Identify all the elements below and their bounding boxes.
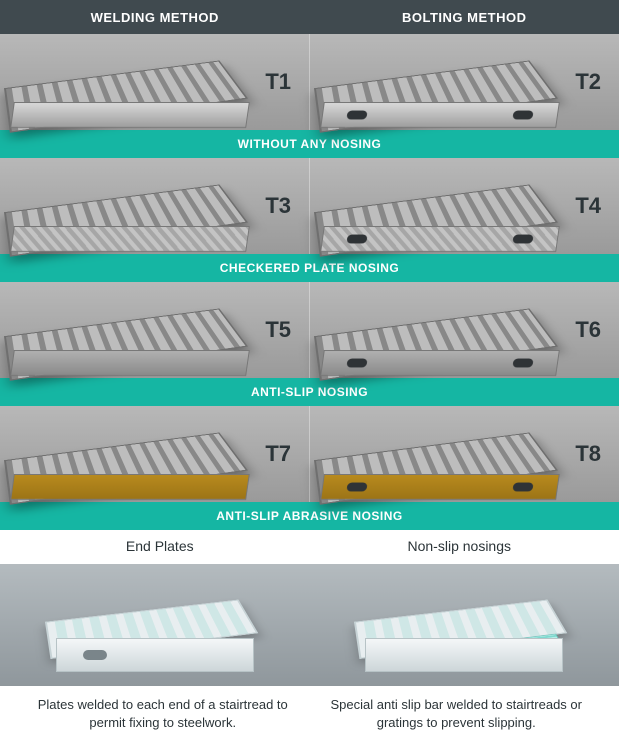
- product-row: T3 T4: [0, 158, 619, 254]
- grating-image: [10, 290, 250, 370]
- grating-image: [320, 290, 560, 370]
- nosing-divider: ANTI-SLIP NOSING: [0, 378, 619, 406]
- caption-row: End Plates Non-slip nosings: [0, 530, 619, 560]
- bottom-models: [0, 560, 619, 686]
- caption-end-plates: End Plates: [10, 538, 310, 554]
- product-row: T1 T2: [0, 34, 619, 130]
- table-header: WELDING METHOD BOLTING METHOD: [0, 0, 619, 34]
- product-code: T4: [575, 193, 601, 219]
- cell-bolting: T8: [310, 406, 619, 502]
- grating-image: [10, 414, 250, 494]
- model-nonslip: [310, 564, 619, 686]
- nosing-divider: CHECKERED PLATE NOSING: [0, 254, 619, 282]
- caption-nonslip: Non-slip nosings: [310, 538, 610, 554]
- cell-welding: T1: [0, 34, 310, 130]
- grating-image: [320, 166, 560, 246]
- cell-bolting: T2: [310, 34, 619, 130]
- cell-welding: T3: [0, 158, 310, 254]
- nosing-divider: ANTI-SLIP ABRASIVE NOSING: [0, 502, 619, 530]
- product-code: T2: [575, 69, 601, 95]
- grating-image: [10, 166, 250, 246]
- product-row: T5 T6: [0, 282, 619, 378]
- header-welding: WELDING METHOD: [0, 0, 310, 34]
- cell-bolting: T6: [310, 282, 619, 378]
- cell-welding: T7: [0, 406, 310, 502]
- product-code: T8: [575, 441, 601, 467]
- grating-image: [320, 414, 560, 494]
- product-code: T7: [265, 441, 291, 467]
- desc-nonslip: Special anti slip bar welded to stairtre…: [310, 696, 604, 731]
- product-code: T3: [265, 193, 291, 219]
- grating-image: [10, 42, 250, 122]
- product-code: T5: [265, 317, 291, 343]
- product-row: T7 T8: [0, 406, 619, 502]
- cell-welding: T5: [0, 282, 310, 378]
- cell-bolting: T4: [310, 158, 619, 254]
- description-row: Plates welded to each end of a stairtrea…: [0, 686, 619, 747]
- model-end-plate: [0, 564, 310, 686]
- header-bolting: BOLTING METHOD: [310, 0, 619, 34]
- nosing-divider: WITHOUT ANY NOSING: [0, 130, 619, 158]
- comparison-table: WELDING METHOD BOLTING METHOD T1 T2 WITHOU…: [0, 0, 619, 530]
- product-code: T6: [575, 317, 601, 343]
- product-code: T1: [265, 69, 291, 95]
- desc-end-plates: Plates welded to each end of a stairtrea…: [16, 696, 310, 731]
- grating-image: [320, 42, 560, 122]
